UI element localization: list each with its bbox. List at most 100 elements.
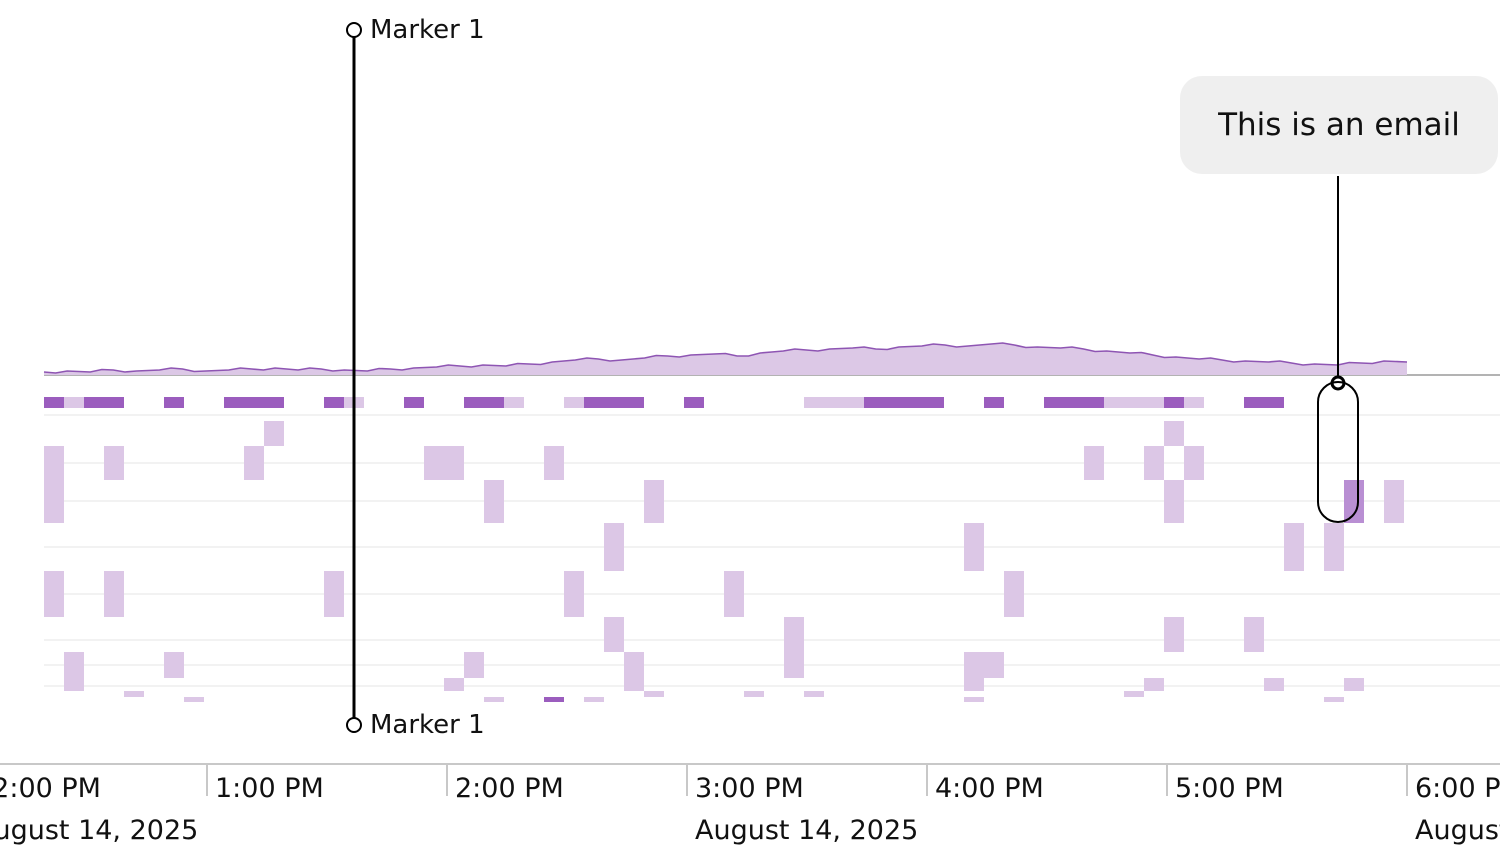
heatmap-cell: [1184, 446, 1204, 480]
heatmap-cell: [1064, 397, 1084, 408]
heatmap-cell: [444, 678, 464, 691]
heatmap-cell: [1384, 480, 1404, 523]
heatmap-cell: [924, 397, 944, 408]
heatmap-cell: [484, 397, 504, 408]
heatmap-cell: [124, 691, 144, 697]
heatmap-cell: [564, 571, 584, 617]
heatmap-cell: [644, 480, 664, 523]
heatmap-cell: [1284, 523, 1304, 571]
heatmap-cell: [1164, 397, 1184, 408]
heatmap-cell: [324, 571, 344, 617]
area-line: [43, 342, 1408, 374]
heatmap-cell: [264, 397, 284, 408]
tooltip-text: This is an email: [1218, 107, 1460, 143]
heatmap-cell: [1244, 617, 1264, 652]
heatmap-cell: [984, 652, 1004, 678]
heatmap-cell: [624, 652, 644, 678]
marker-bottom-handle[interactable]: [346, 717, 362, 733]
heatmap-cell: [1044, 397, 1064, 408]
heatmap-cell: [44, 571, 64, 617]
marker-top-label: Marker 1: [370, 15, 485, 45]
heatmap-cell: [164, 652, 184, 678]
heatmap-cell: [1244, 397, 1264, 408]
heatmap-cell: [44, 446, 64, 480]
heatmap-cell: [544, 697, 564, 702]
heatmap-cell: [1144, 678, 1164, 691]
heatmap-cell: [1184, 397, 1204, 408]
time-axis: 12:00 PM 1:00 PM 2:00 PM 3:00 PM 4:00 PM 5:00…: [0, 763, 1500, 846]
heatmap-cell: [904, 397, 924, 408]
heatmap-cell: [984, 397, 1004, 408]
heatmap-cell: [64, 678, 84, 691]
heatmap-grid: [44, 374, 1500, 687]
heatmap-cell: [104, 397, 124, 408]
heatmap-cell: [44, 480, 64, 523]
heatmap-cell: [564, 397, 584, 408]
area-fill: [44, 343, 1407, 375]
heatmap-cell: [784, 617, 804, 652]
heatmap-cell: [584, 697, 604, 702]
heatmap-cell: [444, 446, 464, 480]
heatmap-cell: [964, 678, 984, 691]
heatmap-cell: [64, 652, 84, 678]
heatmap-cell: [844, 397, 864, 408]
marker-bottom-label: Marker 1: [370, 710, 485, 740]
heatmap-cell: [504, 397, 524, 408]
heatmap-cell: [224, 397, 244, 408]
heatmap-cell: [804, 691, 824, 697]
marker-top-handle[interactable]: [346, 22, 362, 38]
heatmap-cell: [784, 652, 804, 678]
heatmap-cell: [264, 421, 284, 446]
activity-area: [43, 342, 1408, 375]
date-label: August 14, 2025: [0, 815, 198, 846]
heatmap-cell: [644, 691, 664, 697]
heatmap-cell: [1264, 397, 1284, 408]
heatmap-cell: [884, 397, 904, 408]
heatmap-cell: [1124, 397, 1144, 408]
heatmap-cell: [1164, 421, 1184, 446]
heatmap-cell: [604, 523, 624, 571]
heatmap-cell: [1104, 397, 1124, 408]
tick-label: 2:00 PM: [455, 773, 564, 804]
heatmap-cell: [464, 397, 484, 408]
tick-label: 6:00 PM: [1415, 773, 1500, 804]
heatmap-cell: [1164, 480, 1184, 523]
heatmap-cell: [464, 652, 484, 678]
heatmap-cell: [424, 446, 444, 480]
heatmap-cell: [244, 397, 264, 408]
tick-label: 12:00 PM: [0, 773, 101, 804]
heatmap-cell: [484, 480, 504, 523]
heatmap-cell: [1164, 617, 1184, 652]
heatmap-cell: [1004, 571, 1024, 617]
heatmap-cell: [624, 678, 644, 691]
heatmap-cell: [244, 446, 264, 480]
heatmap-cell: [624, 397, 644, 408]
heatmap-cell: [724, 571, 744, 617]
date-label: August 14, 2025: [1415, 815, 1500, 846]
marker-1[interactable]: Marker 1 Marker 1: [346, 15, 485, 740]
heatmap-cell: [1264, 678, 1284, 691]
heatmap-cell: [324, 397, 344, 408]
heatmap-cell: [864, 397, 884, 408]
heatmap-cell: [1124, 691, 1144, 697]
heatmap-cell: [604, 397, 624, 408]
heatmap-cell: [104, 571, 124, 617]
tooltip-pointer: [1317, 176, 1359, 523]
heatmap-cell: [184, 697, 204, 702]
heatmap-cell: [484, 697, 504, 702]
heatmap-cell: [404, 397, 424, 408]
tick-label: 5:00 PM: [1175, 773, 1284, 804]
email-highlight[interactable]: [1317, 381, 1359, 523]
heatmap-cell: [1144, 446, 1164, 480]
tick-label: 3:00 PM: [695, 773, 804, 804]
heatmap-cell: [964, 523, 984, 571]
tick-label: 4:00 PM: [935, 773, 1044, 804]
heatmap: [44, 397, 1404, 702]
heatmap-cell: [684, 397, 704, 408]
heatmap-cell: [544, 446, 564, 480]
email-tooltip: This is an email: [1180, 76, 1498, 174]
heatmap-cell: [744, 691, 764, 697]
heatmap-cell: [964, 697, 984, 702]
heatmap-cell: [1344, 480, 1364, 523]
